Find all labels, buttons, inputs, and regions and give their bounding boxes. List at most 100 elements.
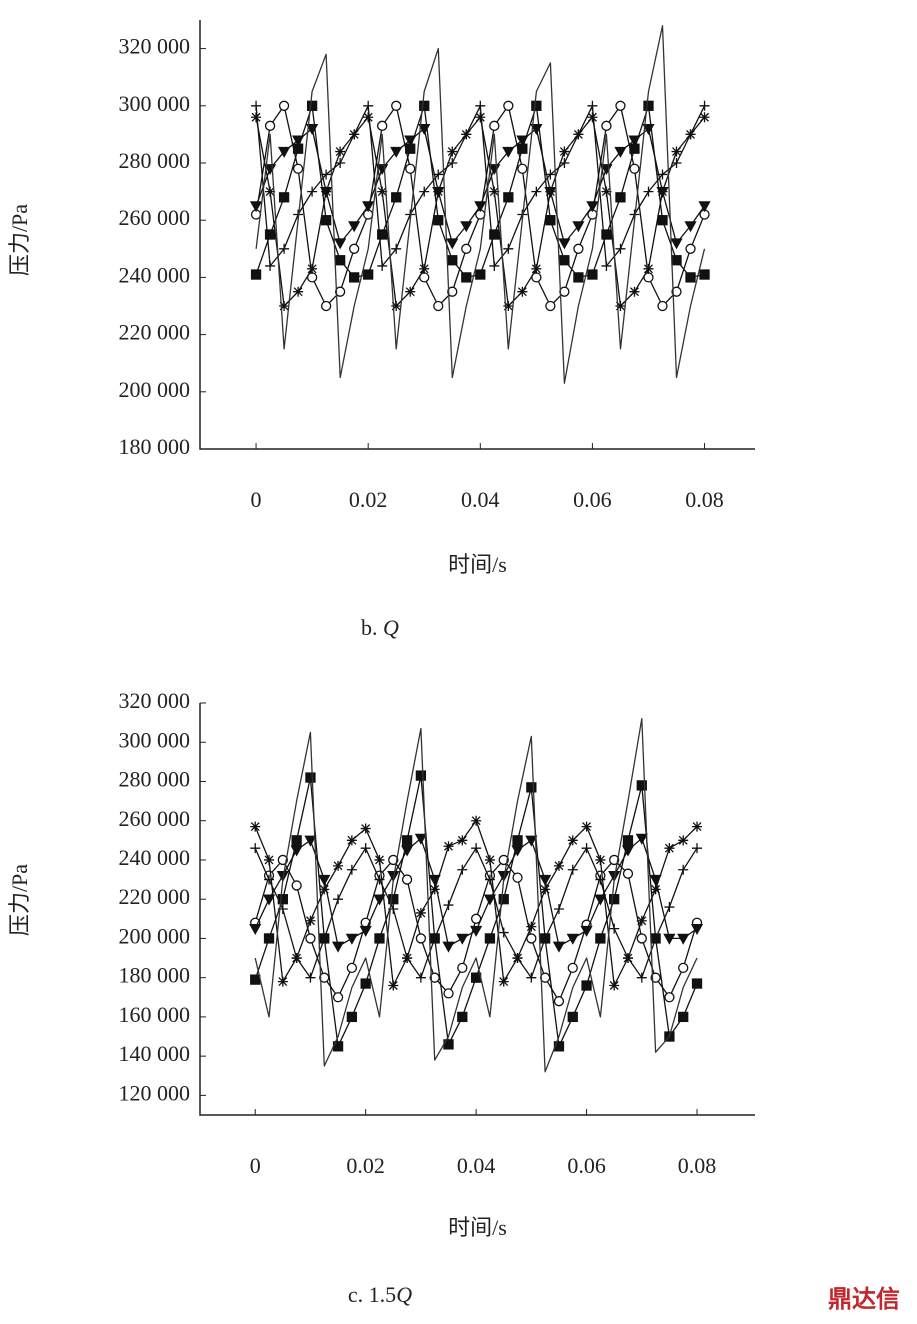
- marker: [677, 933, 690, 945]
- marker: [321, 186, 332, 197]
- y-tick-label: 280 000: [119, 767, 191, 792]
- marker: [587, 269, 598, 280]
- y-tick-label: 200 000: [119, 923, 191, 948]
- marker: [671, 286, 682, 297]
- marker: [360, 823, 371, 834]
- marker: [249, 201, 263, 213]
- marker: [475, 269, 486, 280]
- marker: [531, 263, 542, 274]
- marker: [291, 880, 302, 891]
- marker: [559, 158, 570, 168]
- marker: [400, 845, 414, 857]
- caption-prefix: c. 1.5: [348, 1282, 396, 1307]
- marker: [559, 286, 570, 297]
- marker: [657, 169, 668, 180]
- marker: [622, 868, 634, 879]
- marker: [629, 163, 640, 174]
- marker: [483, 894, 497, 906]
- marker: [586, 201, 599, 213]
- marker: [290, 845, 303, 857]
- marker: [567, 835, 578, 846]
- marker: [293, 286, 304, 297]
- marker: [470, 925, 483, 937]
- caption-italic: Q: [396, 1282, 412, 1307]
- marker: [419, 100, 430, 111]
- marker: [690, 923, 704, 935]
- marker: [657, 215, 668, 226]
- marker: [377, 229, 388, 240]
- marker: [531, 186, 542, 197]
- marker: [391, 301, 402, 311]
- marker: [573, 272, 584, 283]
- x-tick-label: 0: [250, 1153, 261, 1178]
- marker: [461, 243, 472, 254]
- marker: [692, 821, 703, 832]
- marker: [525, 835, 538, 847]
- marker: [278, 192, 290, 203]
- y-tick-label: 280 000: [119, 148, 191, 173]
- marker: [447, 255, 458, 266]
- marker: [335, 255, 346, 266]
- marker: [503, 192, 514, 203]
- marker: [615, 301, 626, 311]
- marker: [251, 112, 262, 123]
- marker: [360, 978, 371, 989]
- marker: [517, 163, 528, 174]
- marker: [471, 843, 482, 854]
- marker: [251, 100, 262, 111]
- marker: [319, 933, 330, 944]
- marker: [250, 269, 262, 280]
- marker: [291, 835, 302, 846]
- marker: [545, 215, 556, 226]
- marker: [433, 300, 444, 312]
- marker: [346, 835, 357, 846]
- marker: [489, 229, 500, 240]
- marker: [262, 894, 276, 906]
- marker: [429, 933, 440, 944]
- marker: [609, 980, 620, 991]
- marker: [503, 301, 514, 311]
- marker: [475, 100, 486, 111]
- marker: [457, 835, 468, 846]
- marker: [517, 286, 528, 297]
- y-tick-label: 300 000: [119, 91, 191, 116]
- marker: [609, 923, 620, 934]
- marker: [320, 300, 332, 312]
- marker: [629, 286, 640, 297]
- marker: [511, 845, 524, 857]
- marker: [540, 884, 551, 895]
- y-tick-label: 320 000: [119, 688, 191, 713]
- marker: [650, 884, 661, 895]
- marker: [443, 841, 454, 852]
- marker: [684, 221, 697, 233]
- marker: [456, 933, 469, 945]
- marker: [609, 894, 620, 905]
- marker: [446, 238, 459, 250]
- marker: [305, 915, 316, 926]
- marker: [678, 835, 689, 846]
- marker: [291, 953, 302, 964]
- marker: [373, 894, 386, 906]
- y-tick-label: 180 000: [119, 963, 191, 988]
- marker: [489, 186, 500, 197]
- marker: [636, 933, 647, 944]
- marker: [503, 100, 514, 111]
- x-tick-label: 0.08: [685, 487, 724, 512]
- marker: [419, 263, 430, 274]
- marker: [348, 221, 361, 233]
- marker: [601, 260, 612, 271]
- marker: [498, 894, 509, 905]
- marker: [391, 243, 402, 254]
- marker: [250, 821, 261, 832]
- caption: c. 1.5Q: [348, 1282, 412, 1307]
- marker: [484, 874, 495, 885]
- marker: [581, 821, 592, 832]
- marker: [359, 925, 372, 937]
- marker: [320, 215, 332, 226]
- marker: [470, 972, 482, 983]
- marker: [489, 260, 500, 271]
- marker: [363, 100, 374, 111]
- marker: [573, 243, 584, 254]
- marker: [502, 146, 515, 158]
